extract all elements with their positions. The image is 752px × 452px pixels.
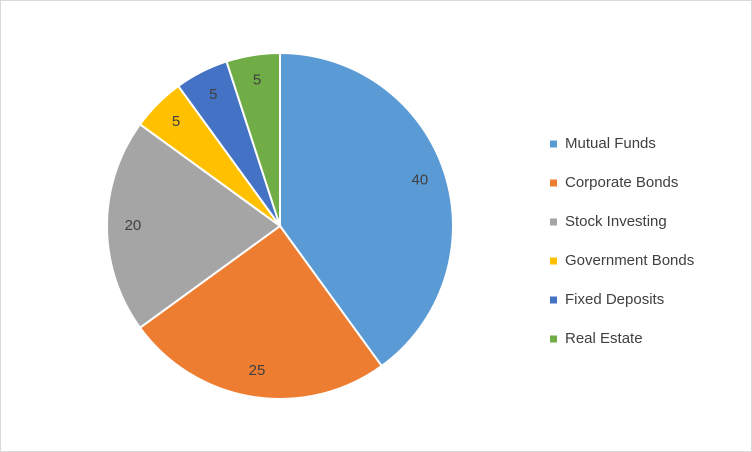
legend-marker [550,218,557,226]
legend-marker [550,296,557,304]
legend-marker [550,335,557,343]
pie-slice [225,51,281,227]
data-label: 5 [209,86,217,103]
data-label: 5 [253,72,261,89]
legend-marker [550,140,557,148]
data-label: 40 [412,172,429,189]
pie-slice [138,224,384,400]
legend-label: Government Bonds [565,252,694,269]
data-label: 5 [172,113,180,130]
legend-label: Real Estate [565,330,643,347]
pie-slice [106,122,282,330]
legend-marker [550,179,557,187]
legend-label: Fixed Deposits [565,291,664,308]
legend-label: Corporate Bonds [565,174,678,191]
legend-label: Mutual Funds [565,135,656,152]
legend-marker [550,257,557,265]
data-label: 20 [125,217,142,234]
data-label: 25 [249,362,266,379]
legend-label: Stock Investing [565,213,667,230]
pie-slice [279,51,454,368]
